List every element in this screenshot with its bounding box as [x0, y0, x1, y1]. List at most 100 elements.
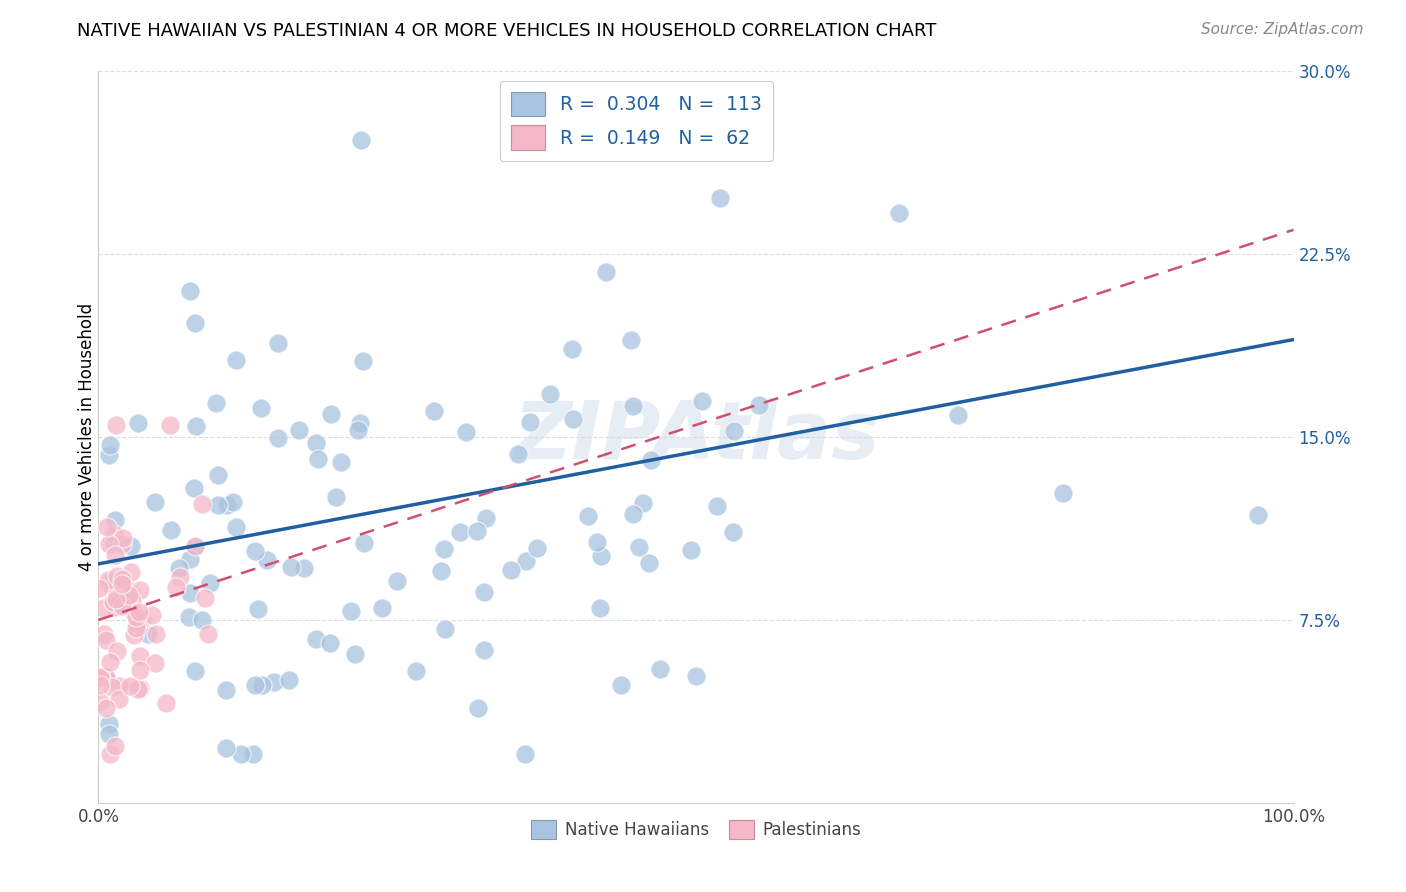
Point	[104, 599, 127, 614]
Point	[433, 541, 456, 556]
Point	[250, 401, 273, 415]
Point	[184, 539, 207, 553]
Point	[129, 663, 152, 677]
Point	[108, 692, 131, 706]
Point	[292, 561, 315, 575]
Point	[263, 674, 285, 689]
Point	[179, 285, 201, 299]
Point	[184, 541, 207, 555]
Point	[194, 591, 217, 605]
Point	[304, 632, 326, 646]
Point	[108, 680, 131, 694]
Point	[98, 448, 121, 462]
Point	[1052, 486, 1074, 500]
Point	[101, 595, 124, 609]
Point	[280, 560, 302, 574]
Point	[143, 656, 166, 670]
Point	[96, 520, 118, 534]
Point	[165, 580, 187, 594]
Point	[430, 564, 453, 578]
Point	[207, 467, 229, 482]
Point	[136, 627, 159, 641]
Point	[589, 549, 612, 563]
Point	[222, 495, 245, 509]
Point	[690, 394, 713, 409]
Point	[205, 396, 228, 410]
Point	[98, 716, 121, 731]
Point	[96, 701, 118, 715]
Point	[589, 600, 612, 615]
Point	[585, 535, 607, 549]
Point	[610, 678, 633, 692]
Point	[120, 540, 142, 554]
Text: ZIPAtlas: ZIPAtlas	[513, 398, 879, 476]
Point	[319, 636, 342, 650]
Point	[889, 206, 911, 220]
Point	[640, 452, 662, 467]
Point	[104, 739, 127, 753]
Point	[243, 677, 266, 691]
Point	[343, 647, 366, 661]
Point	[250, 678, 273, 692]
Point	[103, 513, 125, 527]
Point	[472, 584, 495, 599]
Point	[723, 424, 745, 438]
Point	[125, 609, 148, 624]
Point	[472, 643, 495, 657]
Point	[721, 525, 744, 540]
Point	[305, 436, 328, 450]
Point	[621, 507, 644, 521]
Point	[105, 597, 128, 611]
Point	[184, 419, 207, 434]
Point	[120, 587, 142, 601]
Point	[112, 574, 135, 588]
Point	[111, 599, 134, 613]
Point	[350, 133, 373, 147]
Y-axis label: 4 or more Vehicles in Household: 4 or more Vehicles in Household	[79, 303, 96, 571]
Point	[576, 509, 599, 524]
Point	[946, 408, 969, 422]
Point	[129, 681, 152, 695]
Point	[633, 496, 655, 510]
Point	[179, 552, 201, 566]
Point	[120, 679, 142, 693]
Point	[267, 335, 290, 350]
Point	[225, 352, 247, 367]
Point	[127, 616, 149, 631]
Point	[433, 623, 456, 637]
Point	[125, 621, 148, 635]
Point	[111, 537, 134, 551]
Point	[288, 423, 311, 437]
Point	[100, 655, 122, 669]
Point	[465, 524, 488, 538]
Point	[1247, 508, 1270, 522]
Point	[595, 265, 617, 279]
Point	[648, 662, 672, 676]
Point	[127, 682, 149, 697]
Point	[122, 628, 145, 642]
Point	[267, 431, 290, 445]
Point	[155, 696, 177, 710]
Point	[526, 541, 548, 555]
Point	[353, 536, 375, 550]
Point	[179, 586, 201, 600]
Text: NATIVE HAWAIIAN VS PALESTINIAN 4 OR MORE VEHICLES IN HOUSEHOLD CORRELATION CHART: NATIVE HAWAIIAN VS PALESTINIAN 4 OR MORE…	[77, 22, 936, 40]
Point	[506, 447, 529, 461]
Point	[91, 600, 114, 615]
Point	[101, 580, 124, 594]
Point	[423, 404, 446, 418]
Point	[681, 543, 703, 558]
Point	[475, 511, 498, 525]
Point	[256, 553, 278, 567]
Point	[124, 606, 146, 620]
Point	[319, 408, 342, 422]
Point	[90, 671, 112, 685]
Point	[405, 665, 427, 679]
Point	[352, 353, 374, 368]
Point	[515, 554, 537, 568]
Point	[561, 342, 583, 356]
Point	[159, 417, 181, 432]
Point	[519, 415, 541, 429]
Point	[246, 602, 269, 616]
Point	[225, 520, 247, 534]
